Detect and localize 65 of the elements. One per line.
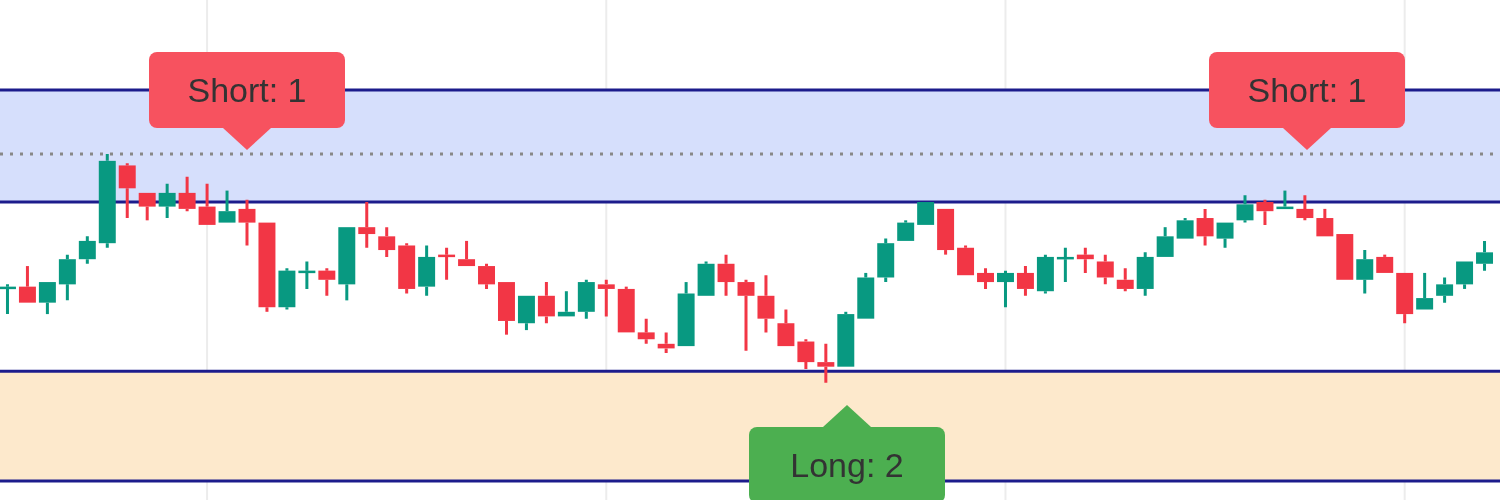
candlestick (38, 282, 56, 316)
candlestick (1196, 208, 1214, 246)
candlestick (1156, 227, 1174, 257)
candlestick (318, 268, 336, 296)
candlestick (1256, 199, 1274, 225)
candlestick (118, 163, 136, 219)
candlestick (577, 279, 595, 319)
candlestick (1036, 254, 1054, 294)
text: Long: 2 (790, 446, 904, 484)
candlestick (458, 239, 476, 267)
text: Short: 1 (1247, 71, 1367, 109)
candlestick (737, 279, 755, 351)
candlestick (777, 309, 795, 347)
candlestick (1416, 271, 1434, 310)
candlestick (158, 183, 176, 219)
candlestick (1296, 195, 1314, 221)
candlestick (238, 199, 256, 246)
candlestick (1236, 195, 1254, 223)
candlestick (877, 238, 895, 283)
candlestick (358, 202, 376, 248)
candlestick (517, 295, 535, 332)
candlestick (1356, 250, 1374, 294)
candlestick (258, 222, 276, 312)
candlestick (1336, 234, 1354, 280)
candlestick (78, 236, 96, 264)
candlestick (1476, 240, 1494, 271)
candlestick (1216, 222, 1234, 248)
candlestick (797, 339, 815, 369)
candlestick (817, 343, 835, 383)
candlestick (717, 254, 735, 296)
candlestick (218, 190, 236, 223)
candlestick (478, 263, 495, 289)
candlestick (957, 245, 975, 276)
candlestick (997, 270, 1014, 308)
candlestick (1116, 268, 1134, 292)
candlestick (1016, 266, 1034, 296)
candlestick (597, 279, 615, 317)
candlestick (98, 154, 116, 248)
candlestick (917, 202, 935, 225)
candlestick (178, 176, 196, 212)
candlestick (338, 227, 356, 301)
candlestick (58, 254, 76, 301)
candlestick (937, 208, 955, 255)
candlestick (378, 227, 396, 257)
candlestick (398, 243, 416, 294)
candlestick (677, 282, 695, 347)
candlestick (278, 268, 296, 310)
candlestick (537, 282, 555, 324)
candlestick (498, 282, 515, 335)
candlestick (1436, 277, 1454, 303)
candlestick (697, 261, 715, 296)
candlestick (1316, 207, 1334, 237)
candlestick (977, 268, 994, 289)
candlestick (1136, 252, 1154, 296)
candlestick (138, 192, 156, 221)
candlestick (1096, 254, 1114, 285)
candlestick (897, 220, 915, 241)
candlestick (1456, 261, 1474, 289)
candlestick (757, 275, 775, 333)
text: Short: 1 (187, 71, 307, 109)
candlestick (18, 266, 36, 303)
candlestick (418, 245, 436, 296)
candlestick (1396, 272, 1414, 325)
candlestick (198, 183, 216, 225)
candlestick (637, 318, 655, 344)
